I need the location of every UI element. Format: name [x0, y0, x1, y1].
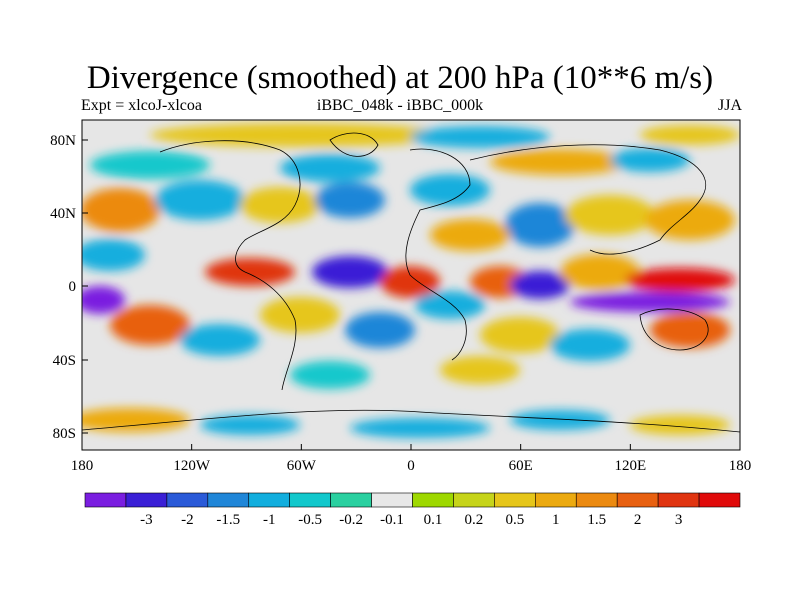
- lat-tick-label: 80S: [53, 426, 76, 442]
- colorbar-swatch: [330, 492, 372, 508]
- field-blob: [290, 361, 370, 389]
- field-blob: [550, 329, 630, 361]
- colorbar-swatch: [125, 492, 168, 508]
- field-blob: [415, 291, 485, 319]
- colorbar-label: -1: [263, 512, 276, 528]
- field-blob: [510, 410, 610, 430]
- divergence-field: [82, 123, 740, 438]
- field-blob: [90, 151, 210, 179]
- colorbar: -3 -2 -1.5 -1 -0.5 -0.2 -0.1 0.1 0.2 0.5 1 1.5 2 3: [84, 492, 741, 528]
- asia-coast: [469, 144, 706, 255]
- colorbar-label: 0.1: [424, 512, 443, 528]
- field-blob: [315, 182, 385, 218]
- field-blob: [155, 180, 245, 220]
- field-blob: [350, 418, 490, 438]
- field-blob: [82, 286, 125, 314]
- colorbar-swatch: [698, 492, 741, 508]
- field-blob: [260, 297, 340, 333]
- colorbar-swatch: [412, 492, 454, 508]
- colorbar-swatch: [453, 492, 495, 508]
- north-america-coast: [159, 140, 301, 273]
- field-blob: [410, 126, 550, 148]
- australia-coast: [639, 308, 709, 351]
- colorbar-swatch: [84, 492, 127, 508]
- field-blob: [610, 148, 690, 172]
- greenland-coast: [329, 132, 379, 157]
- field-blob: [510, 271, 570, 299]
- field-blob: [240, 187, 320, 223]
- field-blob: [505, 203, 575, 247]
- colorbar-label: -0.1: [380, 512, 404, 528]
- field-blob: [82, 408, 190, 432]
- antarctica-coast: [82, 409, 740, 433]
- field-blob: [625, 268, 735, 292]
- colorbar-label: 1: [552, 512, 560, 528]
- field-blob: [645, 200, 735, 240]
- field-blob: [410, 174, 490, 206]
- colorbar-label: 0.5: [505, 512, 524, 528]
- colorbar-swatch: [575, 492, 618, 508]
- field-blob: [345, 312, 415, 348]
- colorbar-swatch: [494, 492, 536, 508]
- lon-tick-label: 180: [71, 458, 94, 474]
- field-blob: [82, 239, 145, 271]
- colorbar-swatch: [616, 492, 659, 508]
- lat-tick-label: 40S: [53, 353, 76, 369]
- field-blob: [380, 266, 440, 298]
- longitude-ticks: 180 120W 60W 0 60E 120E 180: [71, 444, 752, 474]
- colorbar-swatch: [207, 492, 250, 508]
- comparison-label: iBBC_048k - iBBC_000k: [316, 97, 484, 114]
- colorbar-label: -2: [181, 512, 194, 528]
- colorbar-swatch: [248, 492, 290, 508]
- colorbar-label: -3: [140, 512, 153, 528]
- colorbar-label: 2: [634, 512, 642, 528]
- field-blob: [440, 356, 520, 384]
- lon-tick-label: 120W: [173, 458, 211, 474]
- field-blob: [570, 292, 730, 312]
- field-blob: [630, 415, 730, 435]
- field-blob: [150, 123, 450, 147]
- field-blob: [280, 154, 380, 182]
- south-america-coast: [244, 271, 297, 391]
- colorbar-label: -1.5: [216, 512, 240, 528]
- lat-tick-label: 40N: [50, 206, 76, 222]
- field-blob: [200, 415, 300, 435]
- europe-africa-coast: [405, 148, 471, 361]
- colorbar-label: -0.2: [339, 512, 363, 528]
- field-blob: [640, 125, 740, 145]
- field-blob: [82, 188, 160, 232]
- field-blob: [650, 312, 730, 348]
- colorbar-swatch: [289, 492, 331, 508]
- coastlines: [82, 132, 740, 433]
- lat-tick-label: 80N: [50, 133, 76, 149]
- lon-tick-label: 0: [407, 458, 415, 474]
- colorbar-swatch: [166, 492, 209, 508]
- colorbar-swatch: [657, 492, 700, 508]
- colorbar-label: 3: [675, 512, 683, 528]
- field-blob: [180, 324, 260, 356]
- lon-tick-label: 180: [729, 458, 752, 474]
- field-blob: [312, 256, 388, 288]
- lon-tick-label: 60W: [287, 458, 317, 474]
- field-blob: [490, 149, 630, 175]
- season-label: JJA: [717, 97, 742, 114]
- colorbar-label: 0.2: [465, 512, 484, 528]
- colorbar-label: 1.5: [587, 512, 606, 528]
- colorbar-swatch: [535, 492, 577, 508]
- experiment-label: Expt = xlcoJ-xlcoa: [81, 97, 202, 114]
- latitude-ticks: 80N 40N 0 40S 80S: [50, 133, 88, 442]
- colorbar-swatch: [371, 492, 413, 508]
- field-blob: [205, 258, 295, 286]
- lat-tick-label: 0: [69, 279, 77, 295]
- field-blob: [565, 195, 655, 235]
- lon-tick-label: 60E: [509, 458, 533, 474]
- lon-tick-label: 120E: [614, 458, 646, 474]
- colorbar-label: -0.5: [298, 512, 322, 528]
- map-title: Divergence (smoothed) at 200 hPa (10**6 …: [86, 60, 714, 96]
- field-blob: [560, 254, 640, 290]
- field-blob: [110, 305, 190, 345]
- field-blob: [480, 317, 560, 353]
- field-blob: [430, 219, 510, 251]
